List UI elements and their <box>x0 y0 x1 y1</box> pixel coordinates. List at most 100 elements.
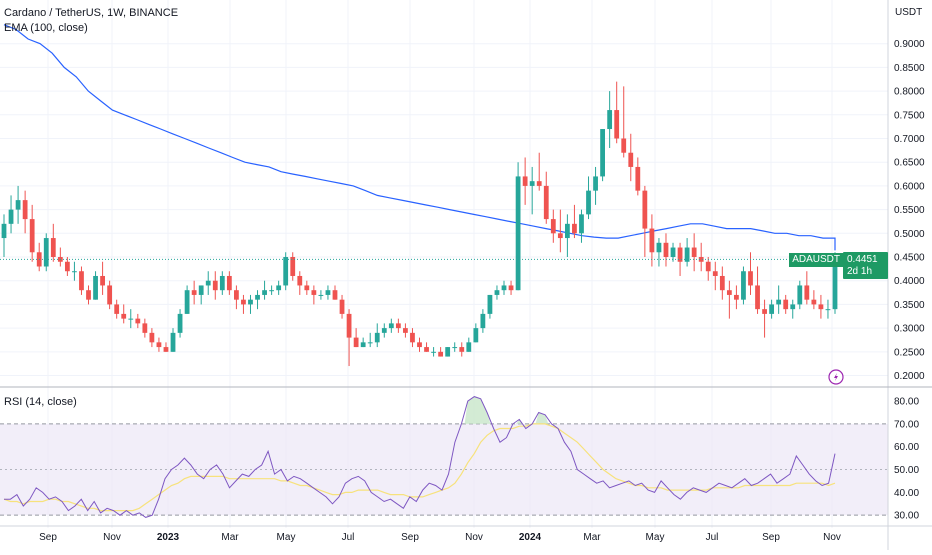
candle-body <box>107 285 113 305</box>
x-tick-label: Jul <box>342 532 355 543</box>
candle-body <box>353 337 359 348</box>
candle-body <box>621 138 627 153</box>
candle-body <box>8 209 14 224</box>
candle-body <box>677 247 683 262</box>
candle-body <box>586 190 591 215</box>
candle-body <box>769 304 775 314</box>
x-tick-label: Sep <box>39 532 57 543</box>
candle-body <box>381 328 387 333</box>
x-tick-label: 2024 <box>519 532 542 543</box>
candle-body <box>487 294 493 314</box>
candle-body <box>283 257 289 286</box>
candle-body <box>726 290 732 295</box>
price-tick-label: 0.5000 <box>894 229 925 240</box>
candle-body <box>255 294 260 300</box>
candle-body <box>1 223 7 239</box>
candle-body <box>22 200 28 220</box>
rsi-band <box>0 423 888 516</box>
candle-body <box>438 351 444 357</box>
x-tick-label: Mar <box>221 532 239 543</box>
candle-body <box>804 285 810 300</box>
candle-body <box>64 261 70 272</box>
candle-body <box>234 290 239 300</box>
candle-body <box>748 271 753 286</box>
lightning-icon[interactable] <box>828 369 844 385</box>
candle-body <box>346 313 352 338</box>
candle-body <box>332 290 338 300</box>
candle-body <box>783 299 789 310</box>
candle-body <box>297 275 303 286</box>
price-tick-label: 0.4500 <box>894 253 925 264</box>
rsi-layer <box>3 396 836 518</box>
candle-body <box>607 110 613 130</box>
price-tick-label: 0.4000 <box>894 276 925 287</box>
price-tick-label: 0.9000 <box>894 39 925 50</box>
candle-body <box>614 110 620 139</box>
candle-body <box>128 318 134 320</box>
x-tick-label: Sep <box>762 532 780 543</box>
candle-body <box>734 294 739 300</box>
price-tag-value: 0.4451 <box>847 254 878 265</box>
candle-body <box>649 228 655 253</box>
rsi-ma-line <box>3 423 836 512</box>
candle-body <box>508 285 514 291</box>
price-tag-symbol: ADAUSDT <box>789 253 843 267</box>
price-tick-label: 0.6000 <box>894 181 925 192</box>
candle-body <box>515 176 521 291</box>
candle-body <box>226 275 232 291</box>
candle-body <box>388 323 394 329</box>
candle-body <box>374 332 380 343</box>
candle-body <box>529 181 535 186</box>
rsi-tick-label: 70.00 <box>894 419 919 430</box>
candle-body <box>557 233 563 239</box>
rsi-tick-label: 30.00 <box>894 511 919 522</box>
candle-body <box>445 347 451 357</box>
candle-body <box>550 219 556 234</box>
candle-body <box>797 285 803 305</box>
rsi-overbought-fill <box>464 396 549 424</box>
candle-body <box>825 309 831 311</box>
candle-body <box>691 247 697 258</box>
candle-body <box>811 299 817 305</box>
price-tick-label: 0.3500 <box>894 300 925 311</box>
candle-body <box>339 299 345 314</box>
candle-body <box>311 290 317 295</box>
price-tag-bg <box>843 252 888 279</box>
candle-body <box>424 347 429 352</box>
candle-body <box>156 342 162 348</box>
candle-body <box>600 129 605 177</box>
candle-body <box>121 313 127 319</box>
x-tick-label: Nov <box>103 532 121 543</box>
candle-body <box>163 347 169 352</box>
candle-body <box>741 271 746 300</box>
candle-layer <box>1 81 838 367</box>
lightning-icon-bolt <box>834 373 838 381</box>
candle-body <box>262 290 267 295</box>
candle-body <box>790 304 796 310</box>
price-tick-label: 0.5500 <box>894 205 925 216</box>
price-tick-label: 0.2000 <box>894 371 925 382</box>
candle-body <box>360 342 366 348</box>
candle-body <box>135 318 141 324</box>
candle-body <box>698 257 704 262</box>
candle-body <box>522 176 528 186</box>
candle-body <box>219 275 225 291</box>
x-tick-label: Sep <box>401 532 419 543</box>
rsi-tick-label: 40.00 <box>894 488 919 499</box>
candle-body <box>72 271 77 273</box>
candle-body <box>755 285 760 310</box>
candle-body <box>579 214 584 234</box>
candle-body <box>15 200 21 210</box>
candle-body <box>501 285 507 291</box>
candle-body <box>290 257 296 276</box>
candle-body <box>276 285 282 291</box>
candle-body <box>170 332 176 352</box>
candle-body <box>395 323 401 329</box>
candle-body <box>410 332 415 343</box>
candle-body <box>29 219 35 253</box>
rsi-tick-label: 80.00 <box>894 397 919 408</box>
price-tick-label: 0.7500 <box>894 110 925 121</box>
ema-layer <box>3 24 836 251</box>
